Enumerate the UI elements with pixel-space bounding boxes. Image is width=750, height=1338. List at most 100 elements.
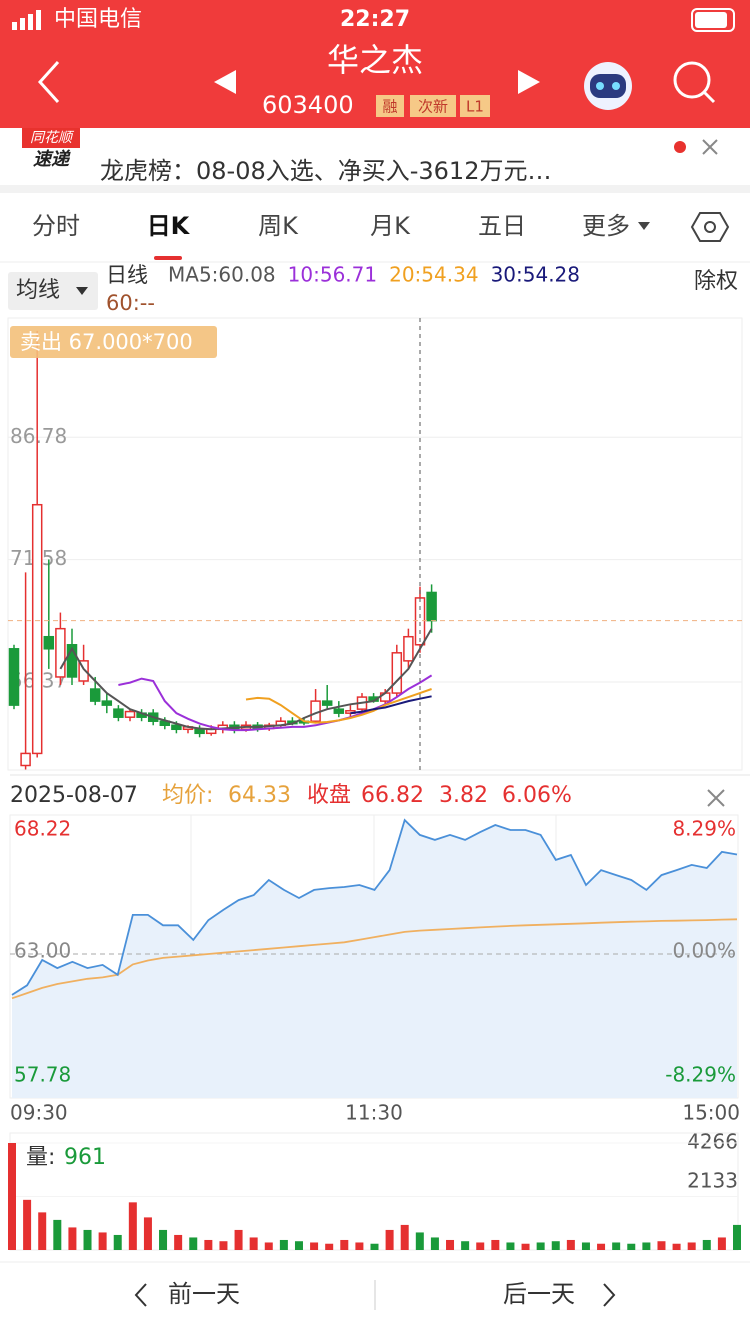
volume-frame: [9, 1132, 739, 1251]
volume-bar: [687, 1242, 696, 1250]
volume-bar: [355, 1242, 364, 1250]
volume-bar: [219, 1241, 228, 1250]
y-tick-label: 68.22: [14, 817, 71, 841]
battery-level: [695, 12, 727, 28]
tab[interactable]: 日K: [147, 212, 191, 240]
volume-value: 961: [64, 1145, 106, 1170]
price-area: [12, 820, 737, 1098]
volume-bar: [566, 1239, 575, 1250]
sell-tag: 卖出 67.000*700: [20, 330, 193, 354]
stock-tag-label: 融: [382, 98, 397, 116]
tab[interactable]: 周K: [258, 212, 299, 240]
time-label: 15:00: [682, 1101, 740, 1125]
volume-bar: [642, 1242, 651, 1250]
volume-bar: [340, 1239, 349, 1250]
volume-bar: [8, 1143, 16, 1250]
volume-bar: [38, 1212, 47, 1250]
volume-bar: [430, 1237, 439, 1250]
signal-icon: [12, 10, 41, 30]
time-label: 11:30: [345, 1101, 403, 1125]
kline-frame: [7, 317, 743, 771]
volume-bar: [174, 1234, 183, 1250]
candle-body: [78, 660, 89, 682]
candle-body: [321, 700, 333, 706]
candle-body: [101, 700, 113, 706]
settings-button[interactable]: [690, 212, 730, 242]
search-button[interactable]: [673, 61, 716, 104]
separator: [10, 774, 750, 776]
volume-bar: [128, 1202, 137, 1250]
tab[interactable]: 五日: [478, 212, 526, 240]
prev-stock[interactable]: [214, 70, 236, 94]
volume-bar: [415, 1232, 424, 1250]
tab[interactable]: 月K: [370, 212, 411, 240]
volume-bar: [325, 1243, 334, 1250]
candle-body: [333, 708, 345, 714]
tab[interactable]: 分时: [32, 212, 80, 240]
volume-bar: [310, 1242, 319, 1250]
pct-label: 8.29%: [672, 817, 736, 841]
volume-bar: [113, 1234, 122, 1250]
battery: [691, 8, 735, 32]
ma-label: MA5:60.08: [168, 263, 276, 287]
tab-indicator: [154, 256, 182, 260]
volume-bar: [385, 1229, 394, 1250]
volume-bar: [476, 1242, 485, 1250]
prev-day[interactable]: 前一天: [168, 1280, 240, 1308]
candle-body: [31, 503, 43, 755]
news-badge-bottom: 速递: [33, 149, 71, 170]
volume-bar: [264, 1242, 273, 1250]
avg-value: 64.33: [228, 783, 291, 808]
volume-bar: [83, 1229, 92, 1250]
ma-line: [59, 628, 433, 731]
ma-line: [245, 688, 432, 724]
news-text[interactable]: 龙虎榜：08-08入选、净买入-3612万元…: [100, 157, 551, 185]
candle-body: [414, 597, 426, 646]
intraday-close[interactable]: [707, 789, 725, 807]
volume-bar: [189, 1237, 198, 1250]
y-tick-label: 4266: [687, 1130, 738, 1154]
avg-label: 均价:: [162, 783, 213, 808]
separator: [0, 185, 750, 193]
candle-body: [66, 644, 78, 678]
sell-tag-bg: [10, 326, 217, 358]
candle-body: [20, 752, 31, 767]
change-pct: 6.06%: [502, 783, 572, 808]
carrier: 中国电信: [54, 7, 142, 32]
avg-line: [11, 918, 738, 1000]
intraday-date: 2025-08-07: [10, 783, 138, 808]
candle-body: [89, 688, 101, 702]
volume-bar: [461, 1241, 470, 1250]
stock-tag: [376, 95, 404, 117]
candle-body: [403, 635, 414, 662]
clock: 22:27: [340, 7, 410, 32]
ma-button[interactable]: [8, 272, 98, 310]
stock-tag: [410, 95, 456, 117]
back-button[interactable]: [37, 60, 60, 104]
robot-icon[interactable]: [584, 62, 632, 110]
volume-bar: [612, 1242, 621, 1250]
ma-line: [350, 695, 432, 715]
ma-label: 20:54.34: [389, 263, 478, 287]
volume-bar: [249, 1237, 258, 1250]
volume-bar: [294, 1241, 303, 1250]
adjust[interactable]: 除权: [694, 269, 738, 294]
volume-bar: [672, 1243, 681, 1250]
period: 日线: [106, 263, 148, 287]
candle-body: [194, 728, 205, 735]
stock-tag: [460, 95, 490, 117]
y-tick-label: 86.78: [10, 424, 67, 448]
news-close[interactable]: [702, 139, 718, 155]
volume-bar: [491, 1239, 500, 1250]
next-arrow: [603, 1283, 616, 1307]
tab[interactable]: 更多: [582, 212, 630, 240]
volume-bar: [234, 1229, 243, 1250]
close-label: 收盘: [307, 783, 351, 808]
volume-bar: [581, 1242, 590, 1250]
volume-bar: [98, 1232, 107, 1250]
next-stock[interactable]: [518, 70, 540, 94]
next-day[interactable]: 后一天: [503, 1280, 575, 1308]
volume-bar: [551, 1241, 560, 1250]
